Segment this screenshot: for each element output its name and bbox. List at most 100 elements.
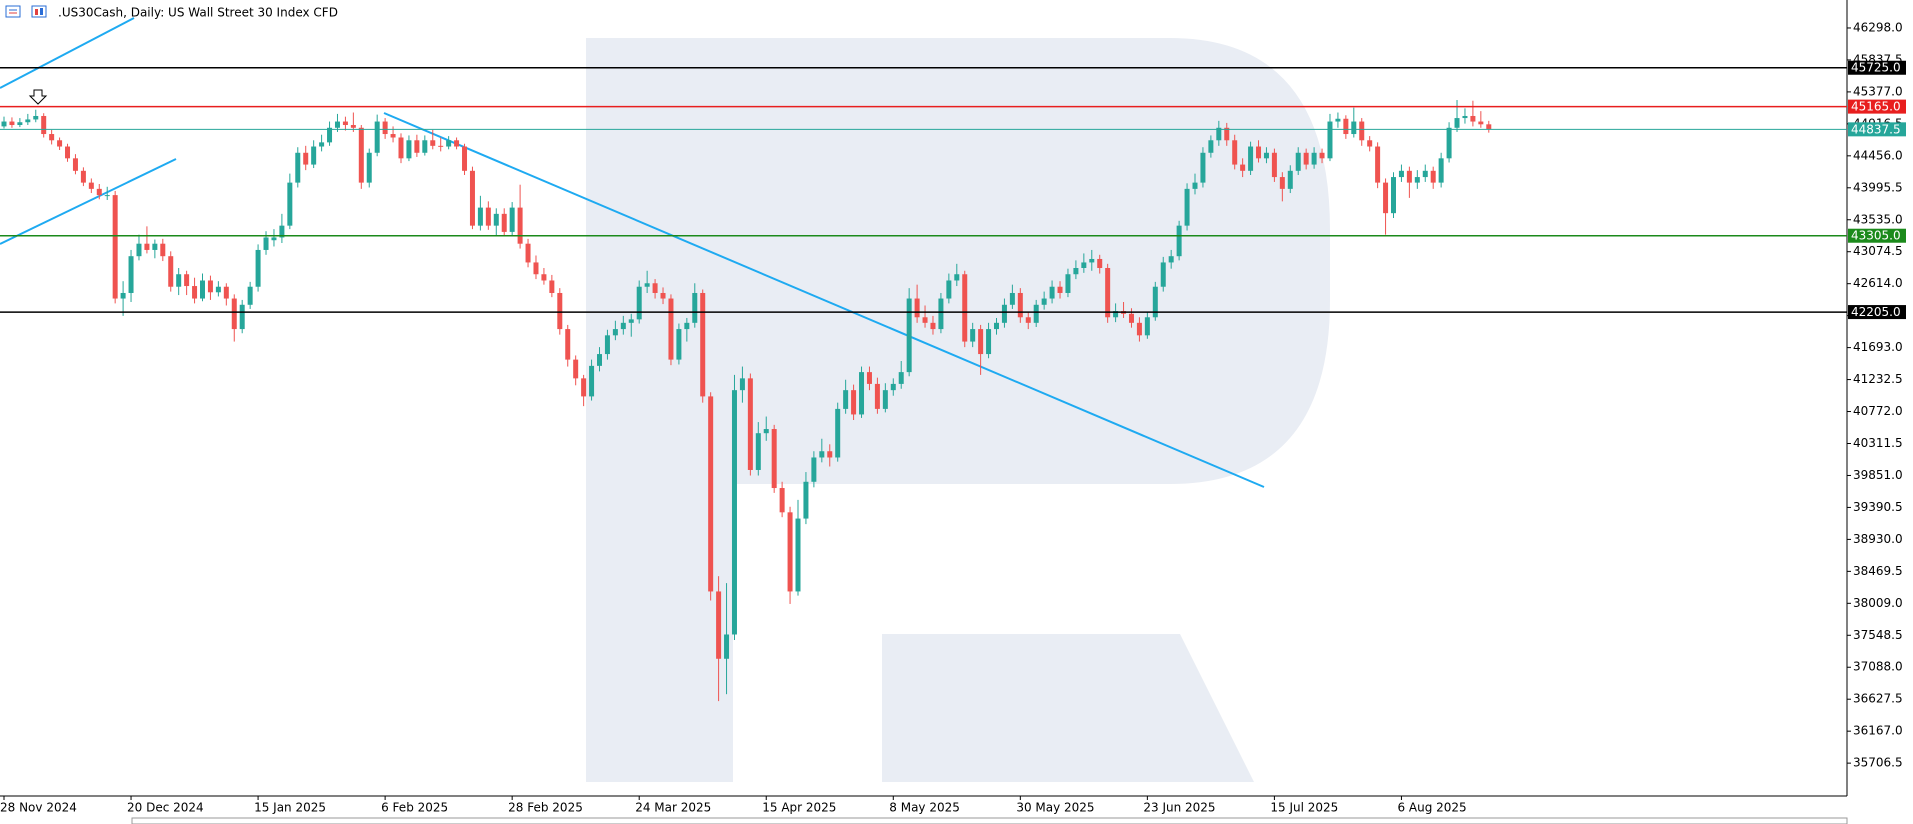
candle-body [350,125,356,128]
candle-body [700,292,706,397]
candle-body [231,298,237,330]
candle-body [652,283,658,293]
candle-body [57,140,63,147]
candle-body [1375,146,1381,183]
candle-body [501,213,507,232]
candle-body [644,283,650,287]
candle-body [739,378,745,391]
candle-body [1303,152,1309,165]
candle-body [1327,121,1333,159]
candle-body [1367,140,1373,147]
candle-body [573,359,579,379]
candle-body [1414,177,1420,183]
candle-body [279,225,285,238]
candle-body [684,322,690,330]
candle-body [525,243,531,263]
candle-body [771,429,777,489]
x-tick-label: 30 May 2025 [1016,801,1094,815]
candle-body [96,188,102,196]
candle-body [1248,146,1254,171]
y-tick-label: 46298.0 [1853,20,1903,34]
candle-body [382,121,388,135]
x-tick-label: 15 Jan 2025 [254,801,326,815]
x-tick-label: 23 Jun 2025 [1143,801,1215,815]
candle-body [628,319,634,323]
y-tick-label: 37088.0 [1853,660,1903,674]
candle-body [1279,177,1285,189]
candle-body [1446,127,1452,159]
candle-body [9,121,15,126]
candle-body [1438,158,1444,183]
candle-body [1335,118,1341,122]
candle-body [1168,256,1174,263]
candle-body [1089,258,1095,263]
candle-body [1041,298,1047,305]
candle-body [80,170,86,183]
candle-body [668,298,674,360]
candle-body [152,243,158,250]
candle-body [620,322,626,330]
candle-body [724,634,730,659]
candle-body [1406,170,1412,183]
candle-body [390,134,396,138]
candle-body [263,237,269,250]
trend-lines [0,17,1265,488]
chart-title: .US30Cash, Daily: US Wall Street 30 Inde… [58,6,338,20]
level-label: 43305.0 [1851,229,1901,243]
candle-body [946,280,952,299]
candle-body [660,292,666,299]
candle-body [1295,152,1301,171]
candle-body [319,142,325,147]
candle-body [1049,286,1055,299]
y-tick-label: 35706.5 [1853,756,1903,770]
y-tick-label: 36167.0 [1853,724,1903,738]
y-tick-label: 43995.5 [1853,180,1903,194]
candle-body [763,429,769,434]
candle-body [358,127,364,183]
candle-body [1478,121,1484,125]
y-tick-label: 38930.0 [1853,532,1903,546]
candle-body [676,329,682,360]
candle-body [731,390,737,635]
y-tick-label: 39390.5 [1853,500,1903,514]
x-tick-label: 20 Dec 2024 [127,801,204,815]
y-tick-label: 40311.5 [1853,436,1903,450]
candle-body [1065,274,1071,293]
candle-body [1216,127,1222,141]
level-label-box [1848,228,1906,243]
candle-body [49,134,55,141]
candle-body [1192,182,1198,189]
candle-body [65,146,71,159]
candle-body [890,383,896,391]
candle-body [192,286,198,299]
candle-body [215,286,221,293]
candle-body [168,256,174,287]
candle-body [803,481,809,519]
y-tick-label: 41232.5 [1853,372,1903,386]
candle-body [819,451,825,458]
candle-body [17,122,23,126]
candle-body [271,237,277,241]
candle-body [1073,267,1079,275]
scrollbar[interactable] [131,817,1848,824]
candle-body [922,317,928,323]
candle-body [303,152,309,165]
candle-body [787,512,793,592]
candle-body [827,451,833,458]
candle-body [247,286,253,305]
candle-body [1462,115,1468,119]
candle-body [223,286,229,299]
candle-body [422,140,428,153]
candle-body [1383,182,1389,214]
candle-body [914,298,920,318]
candle-body [1311,152,1317,165]
candle-body [1398,170,1404,178]
level-label-box [1848,305,1906,320]
candle-body [1263,152,1269,159]
candle-body [334,121,340,128]
candle-body [1430,170,1436,183]
candle-body [33,115,39,120]
y-tick-label: 38009.0 [1853,596,1903,610]
candle-body [287,182,293,226]
candle-body [517,207,523,244]
